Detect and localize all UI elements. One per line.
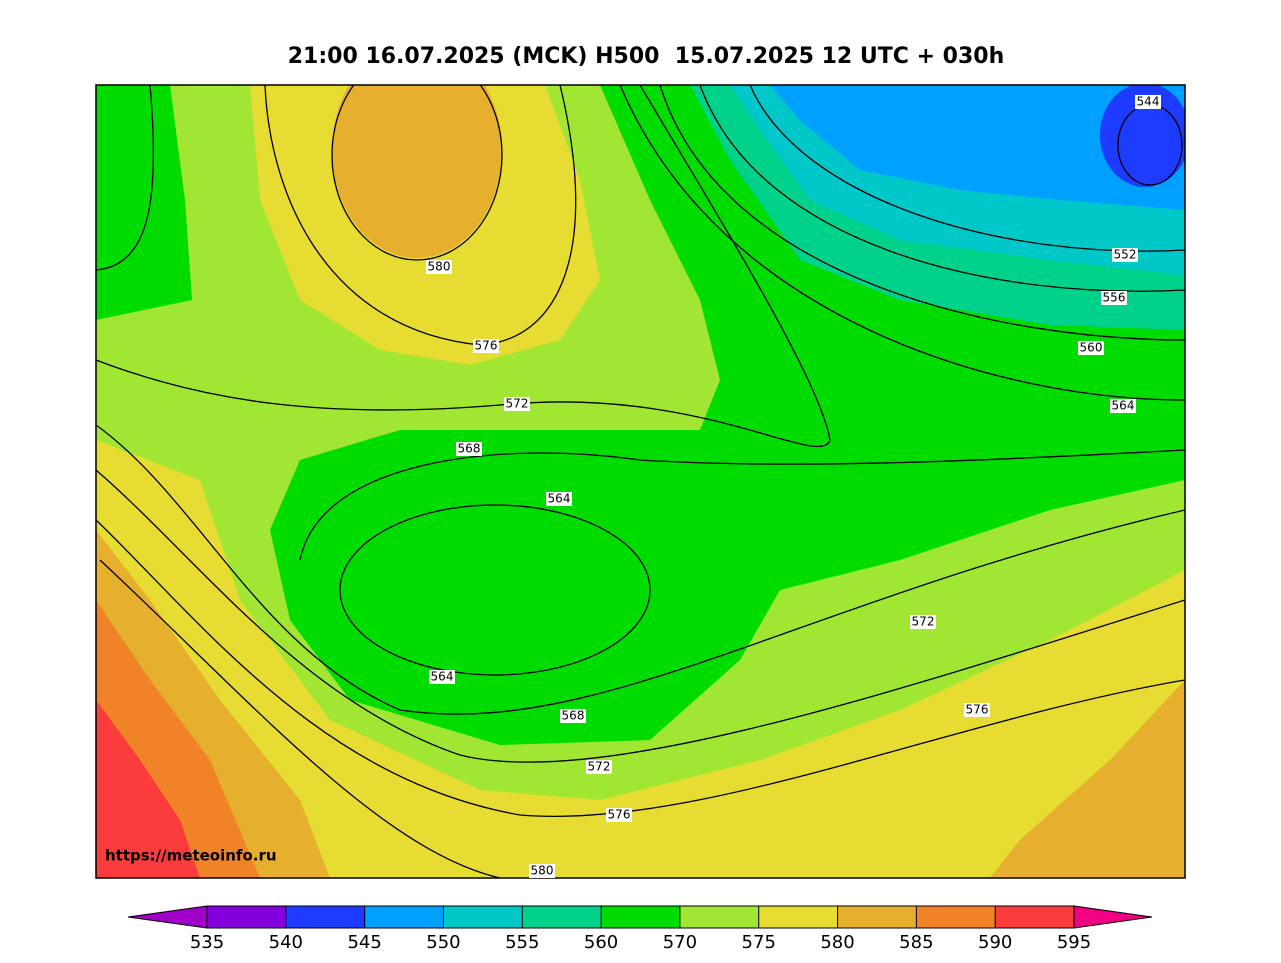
colorbar-tick-label: 550 <box>426 932 460 953</box>
colorbar-segment <box>679 906 759 928</box>
contour-label-bg <box>504 397 530 411</box>
colorbar-segment <box>443 906 523 928</box>
field-548 <box>770 85 1185 210</box>
contour-line <box>299 449 1185 561</box>
colorbar-segment <box>522 906 602 928</box>
contour-line <box>96 85 155 271</box>
contour-line <box>96 85 831 448</box>
contour-label-bg <box>1078 341 1104 355</box>
colorbar-tick-label: 585 <box>899 932 933 953</box>
colorbar-tick-label: 590 <box>978 932 1012 953</box>
contour-line <box>331 85 503 261</box>
contour-label-bg <box>1101 291 1127 305</box>
contour-label: 572 <box>506 397 529 411</box>
colorbar-tick-label: 580 <box>820 932 854 953</box>
colorbar-tick-label: 560 <box>584 932 618 953</box>
contour-label: 572 <box>588 760 611 774</box>
contour-line <box>659 85 1185 341</box>
contour-label: 560 <box>1080 341 1103 355</box>
contour-label-bg <box>586 760 612 774</box>
colorbar-tick-label: 595 <box>1057 932 1091 953</box>
colorbar-tick-label: 535 <box>190 932 224 953</box>
field-578 <box>96 440 1185 878</box>
colorbar-segment <box>285 906 365 928</box>
colorbar-segment <box>758 906 838 928</box>
contour-line <box>339 504 651 676</box>
contour-label-bg <box>426 260 452 274</box>
contour-label: 580 <box>531 864 554 878</box>
watermark: https://meteoinfo.ru <box>105 847 277 865</box>
contour-label: 576 <box>966 703 989 717</box>
contour-label-bg <box>560 709 586 723</box>
colorbar-tick-label: 555 <box>505 932 539 953</box>
contour-label-bg <box>529 864 555 878</box>
colorbar-segment <box>207 906 286 928</box>
map-field <box>96 85 1185 878</box>
contour-label-bg <box>606 808 632 822</box>
field-585 <box>332 85 502 258</box>
contour-label-bg <box>964 703 990 717</box>
contour-label: 564 <box>1112 399 1135 413</box>
colorbar-segment <box>601 906 680 928</box>
contour-label: 572 <box>912 615 935 629</box>
contour-line <box>99 559 501 878</box>
contour-line <box>96 424 1185 715</box>
colorbar-tick-label: 545 <box>347 932 381 953</box>
contour-line <box>749 85 1185 252</box>
contour-line <box>619 85 1185 401</box>
colorbar-tick-label: 570 <box>663 932 697 953</box>
contour-line <box>96 469 1185 763</box>
contour-label: 552 <box>1114 248 1137 262</box>
contour-label-bg <box>1135 95 1161 109</box>
colorbar-extend-high <box>1074 906 1152 928</box>
contour-label-bg <box>546 492 572 506</box>
contour-label-bg <box>473 339 499 353</box>
contour-label-bg <box>1110 399 1136 413</box>
contour-label-bg <box>456 442 482 456</box>
contour-label: 564 <box>431 670 454 684</box>
colorbar-segment <box>837 906 917 928</box>
contour-label: 568 <box>562 709 585 723</box>
contour-label-bg <box>1112 248 1138 262</box>
contour-label: 576 <box>608 808 631 822</box>
colorbar-segment <box>916 906 996 928</box>
map-frame <box>95 84 1186 879</box>
colorbar-tick-label: 540 <box>269 932 303 953</box>
contour-label-bg <box>910 615 936 629</box>
contour-label: 564 <box>548 492 571 506</box>
contour-label: 556 <box>1103 291 1126 305</box>
colorbar-tick-label: 575 <box>742 932 776 953</box>
field-593 <box>96 700 200 878</box>
colorbar-segment <box>995 906 1074 928</box>
contour-label: 544 <box>1137 95 1160 109</box>
colorbar-extend-low <box>128 906 207 928</box>
contour-line <box>699 85 1185 292</box>
contour-label: 580 <box>428 260 451 274</box>
map-title: 21:00 16.07.2025 (MCK) H500 15.07.2025 1… <box>288 44 1005 69</box>
field-583 <box>990 680 1185 878</box>
contour-label: 576 <box>475 339 498 353</box>
colorbar-segment <box>364 906 444 928</box>
contour-line <box>96 519 1185 818</box>
contour-label-bg <box>429 670 455 684</box>
contour-label: 568 <box>458 442 481 456</box>
